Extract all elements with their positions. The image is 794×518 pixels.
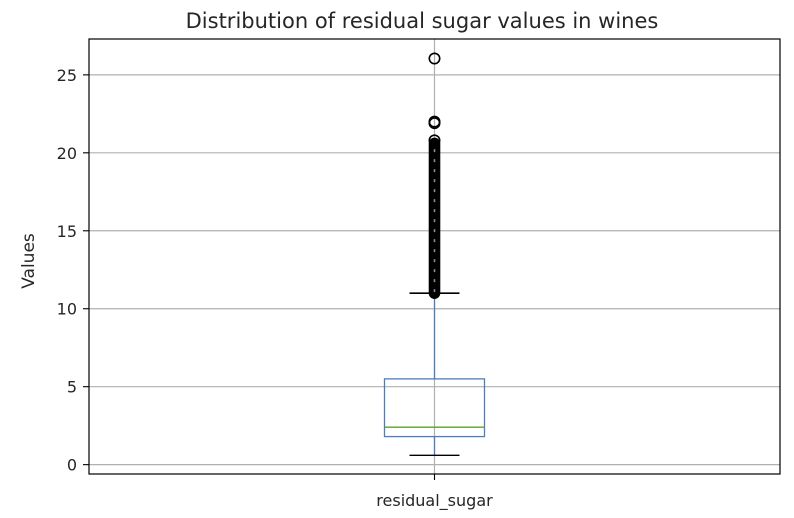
chart-title: Distribution of residual sugar values in… [186,9,659,33]
y-axis: 0 5 10 15 20 25 [57,66,89,475]
x-tick-label: residual_sugar [376,491,493,511]
outlier-point [428,52,441,65]
outlier-point [428,115,441,128]
y-tick-label: 20 [57,144,77,163]
y-tick-label: 10 [57,300,77,319]
y-tick-label: 5 [67,378,77,397]
plot-area [383,52,486,456]
box-iqr [383,378,486,438]
x-axis: residual_sugar [376,474,493,511]
y-tick-label: 25 [57,66,77,85]
y-tick-label: 0 [67,456,77,475]
y-tick-label: 15 [57,222,77,241]
outlier-point [428,134,441,147]
y-axis-label: Values [19,233,39,289]
